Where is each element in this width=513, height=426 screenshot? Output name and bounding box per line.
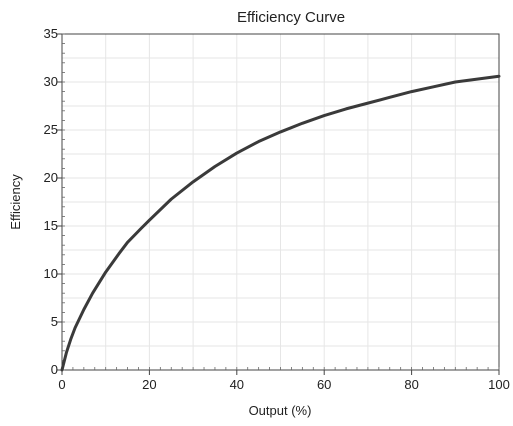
y-axis-label: Efficiency [8,174,23,230]
series-line-efficiency [60,74,501,372]
y-tick-label: 20 [44,170,58,185]
x-tick-label: 60 [317,377,331,392]
y-tick-label: 0 [51,362,58,377]
x-tick-labels: 0 20 40 60 80 100 [58,377,509,392]
grid [61,33,500,371]
x-tick-label: 40 [230,377,244,392]
y-tick-label: 10 [44,266,58,281]
y-tick-label: 30 [44,74,58,89]
y-tick-labels: 0 5 10 15 20 25 30 35 [44,26,58,377]
y-tick-label: 15 [44,218,58,233]
x-tick-label: 80 [404,377,418,392]
x-tick-label: 20 [142,377,156,392]
x-axis-label: Output (%) [249,403,312,418]
y-tick-label: 25 [44,122,58,137]
x-tick-label: 0 [58,377,65,392]
y-tick-label: 5 [51,314,58,329]
y-tick-label: 35 [44,26,58,41]
x-tick-label: 100 [488,377,510,392]
tick-marks [57,33,500,375]
chart-title: Efficiency Curve [237,9,345,26]
